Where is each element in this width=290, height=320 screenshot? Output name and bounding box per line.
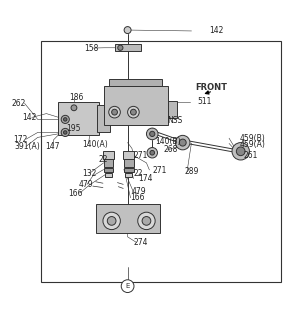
Circle shape — [142, 217, 151, 225]
Circle shape — [107, 217, 116, 225]
Text: 166: 166 — [130, 193, 145, 202]
Bar — [41, 41, 281, 282]
Text: 147: 147 — [45, 142, 59, 151]
Bar — [104, 86, 168, 125]
Bar — [105, 173, 112, 177]
Text: 479: 479 — [78, 180, 93, 189]
Circle shape — [150, 150, 155, 155]
Text: 271: 271 — [152, 166, 167, 175]
Text: 172: 172 — [13, 135, 28, 144]
Circle shape — [109, 106, 120, 118]
Text: 459(A): 459(A) — [239, 140, 265, 148]
Circle shape — [61, 128, 69, 137]
Text: 158: 158 — [84, 44, 99, 53]
Circle shape — [64, 118, 67, 121]
Bar — [104, 168, 113, 172]
Circle shape — [179, 139, 186, 146]
Circle shape — [128, 106, 139, 118]
Text: 142: 142 — [209, 27, 223, 36]
Circle shape — [236, 147, 245, 156]
Circle shape — [103, 212, 120, 230]
Circle shape — [150, 131, 155, 137]
Text: 140(A): 140(A) — [83, 140, 108, 148]
Text: E: E — [125, 283, 130, 289]
Bar — [123, 151, 134, 158]
Bar — [58, 102, 99, 135]
Text: 479: 479 — [132, 188, 146, 196]
Circle shape — [71, 105, 77, 111]
Text: 262: 262 — [12, 99, 26, 108]
Text: 511: 511 — [197, 98, 212, 107]
Bar — [115, 44, 141, 51]
Text: 142: 142 — [22, 114, 36, 123]
Bar — [125, 173, 132, 177]
Text: 22: 22 — [99, 156, 108, 164]
Text: 261: 261 — [244, 151, 258, 160]
Circle shape — [130, 109, 136, 115]
Circle shape — [118, 45, 123, 50]
Text: 268: 268 — [164, 145, 178, 154]
Text: 132: 132 — [83, 169, 97, 178]
Text: 22: 22 — [133, 169, 143, 178]
Text: 195: 195 — [67, 124, 81, 132]
Text: FRONT: FRONT — [196, 83, 228, 92]
Text: 391(A): 391(A) — [14, 142, 40, 151]
Bar — [109, 79, 162, 86]
Circle shape — [175, 135, 190, 150]
Text: 186: 186 — [70, 93, 84, 102]
Bar — [124, 168, 134, 172]
Circle shape — [232, 143, 249, 160]
Circle shape — [112, 109, 117, 115]
Circle shape — [147, 148, 157, 158]
Circle shape — [61, 115, 69, 124]
Text: 274: 274 — [133, 238, 148, 247]
Bar — [96, 204, 160, 233]
Text: 140(B): 140(B) — [155, 137, 181, 146]
Circle shape — [138, 212, 155, 230]
Bar — [104, 158, 113, 167]
Bar — [124, 158, 134, 167]
Circle shape — [64, 131, 67, 134]
Text: 289: 289 — [184, 167, 199, 176]
Text: 459(B): 459(B) — [239, 134, 265, 143]
Circle shape — [124, 27, 131, 34]
Text: 271: 271 — [133, 151, 148, 160]
Text: 166: 166 — [68, 189, 83, 198]
Bar — [103, 151, 114, 158]
Circle shape — [121, 280, 134, 292]
Circle shape — [146, 128, 158, 140]
Bar — [168, 100, 177, 118]
Bar — [97, 105, 110, 132]
Text: 174: 174 — [138, 174, 152, 183]
Text: NSS: NSS — [167, 116, 182, 125]
